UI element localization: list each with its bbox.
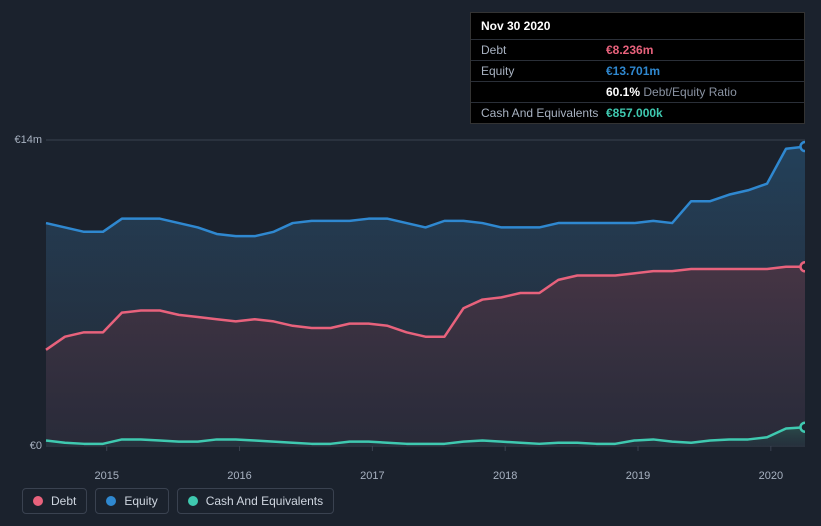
legend-item[interactable]: Cash And Equivalents [177,488,334,514]
x-axis-label: 2015 [94,470,118,482]
tooltip-row-label: Debt [481,43,606,57]
tooltip-row-label: Cash And Equivalents [481,106,606,120]
x-axis-labels: 2015 2016 2017 2018 2019 2020 [46,470,805,486]
tooltip-row-label [481,85,606,99]
chart-tooltip: Nov 30 2020 Debt€8.236mEquity€13.701m60.… [470,12,805,124]
x-axis-label: 2017 [360,470,384,482]
tooltip-row-value: €857.000k [606,106,663,120]
tooltip-row-label: Equity [481,64,606,78]
x-axis-label: 2020 [759,470,783,482]
tooltip-row: Equity€13.701m [471,61,804,82]
legend-item[interactable]: Debt [22,488,87,514]
legend-swatch-icon [106,496,116,506]
tooltip-row-value: 60.1% Debt/Equity Ratio [606,85,737,99]
y-axis-label: €14m [14,134,46,146]
legend-swatch-icon [188,496,198,506]
legend-label: Cash And Equivalents [206,494,323,508]
legend-swatch-icon [33,496,43,506]
x-axis-label: 2016 [227,470,251,482]
tooltip-row-value: €13.701m [606,64,660,78]
legend-item[interactable]: Equity [95,488,168,514]
area-chart[interactable] [18,120,805,466]
legend-label: Equity [124,494,157,508]
x-axis-label: 2019 [626,470,650,482]
tooltip-row: 60.1% Debt/Equity Ratio [471,82,804,103]
y-axis-label: €0 [30,440,46,452]
chart-area: €0€14m [18,120,805,466]
tooltip-row: Cash And Equivalents€857.000k [471,103,804,123]
chart-legend: Debt Equity Cash And Equivalents [22,488,334,514]
tooltip-date: Nov 30 2020 [471,13,804,40]
legend-label: Debt [51,494,76,508]
tooltip-row: Debt€8.236m [471,40,804,61]
tooltip-row-value: €8.236m [606,43,653,57]
x-axis-label: 2018 [493,470,517,482]
